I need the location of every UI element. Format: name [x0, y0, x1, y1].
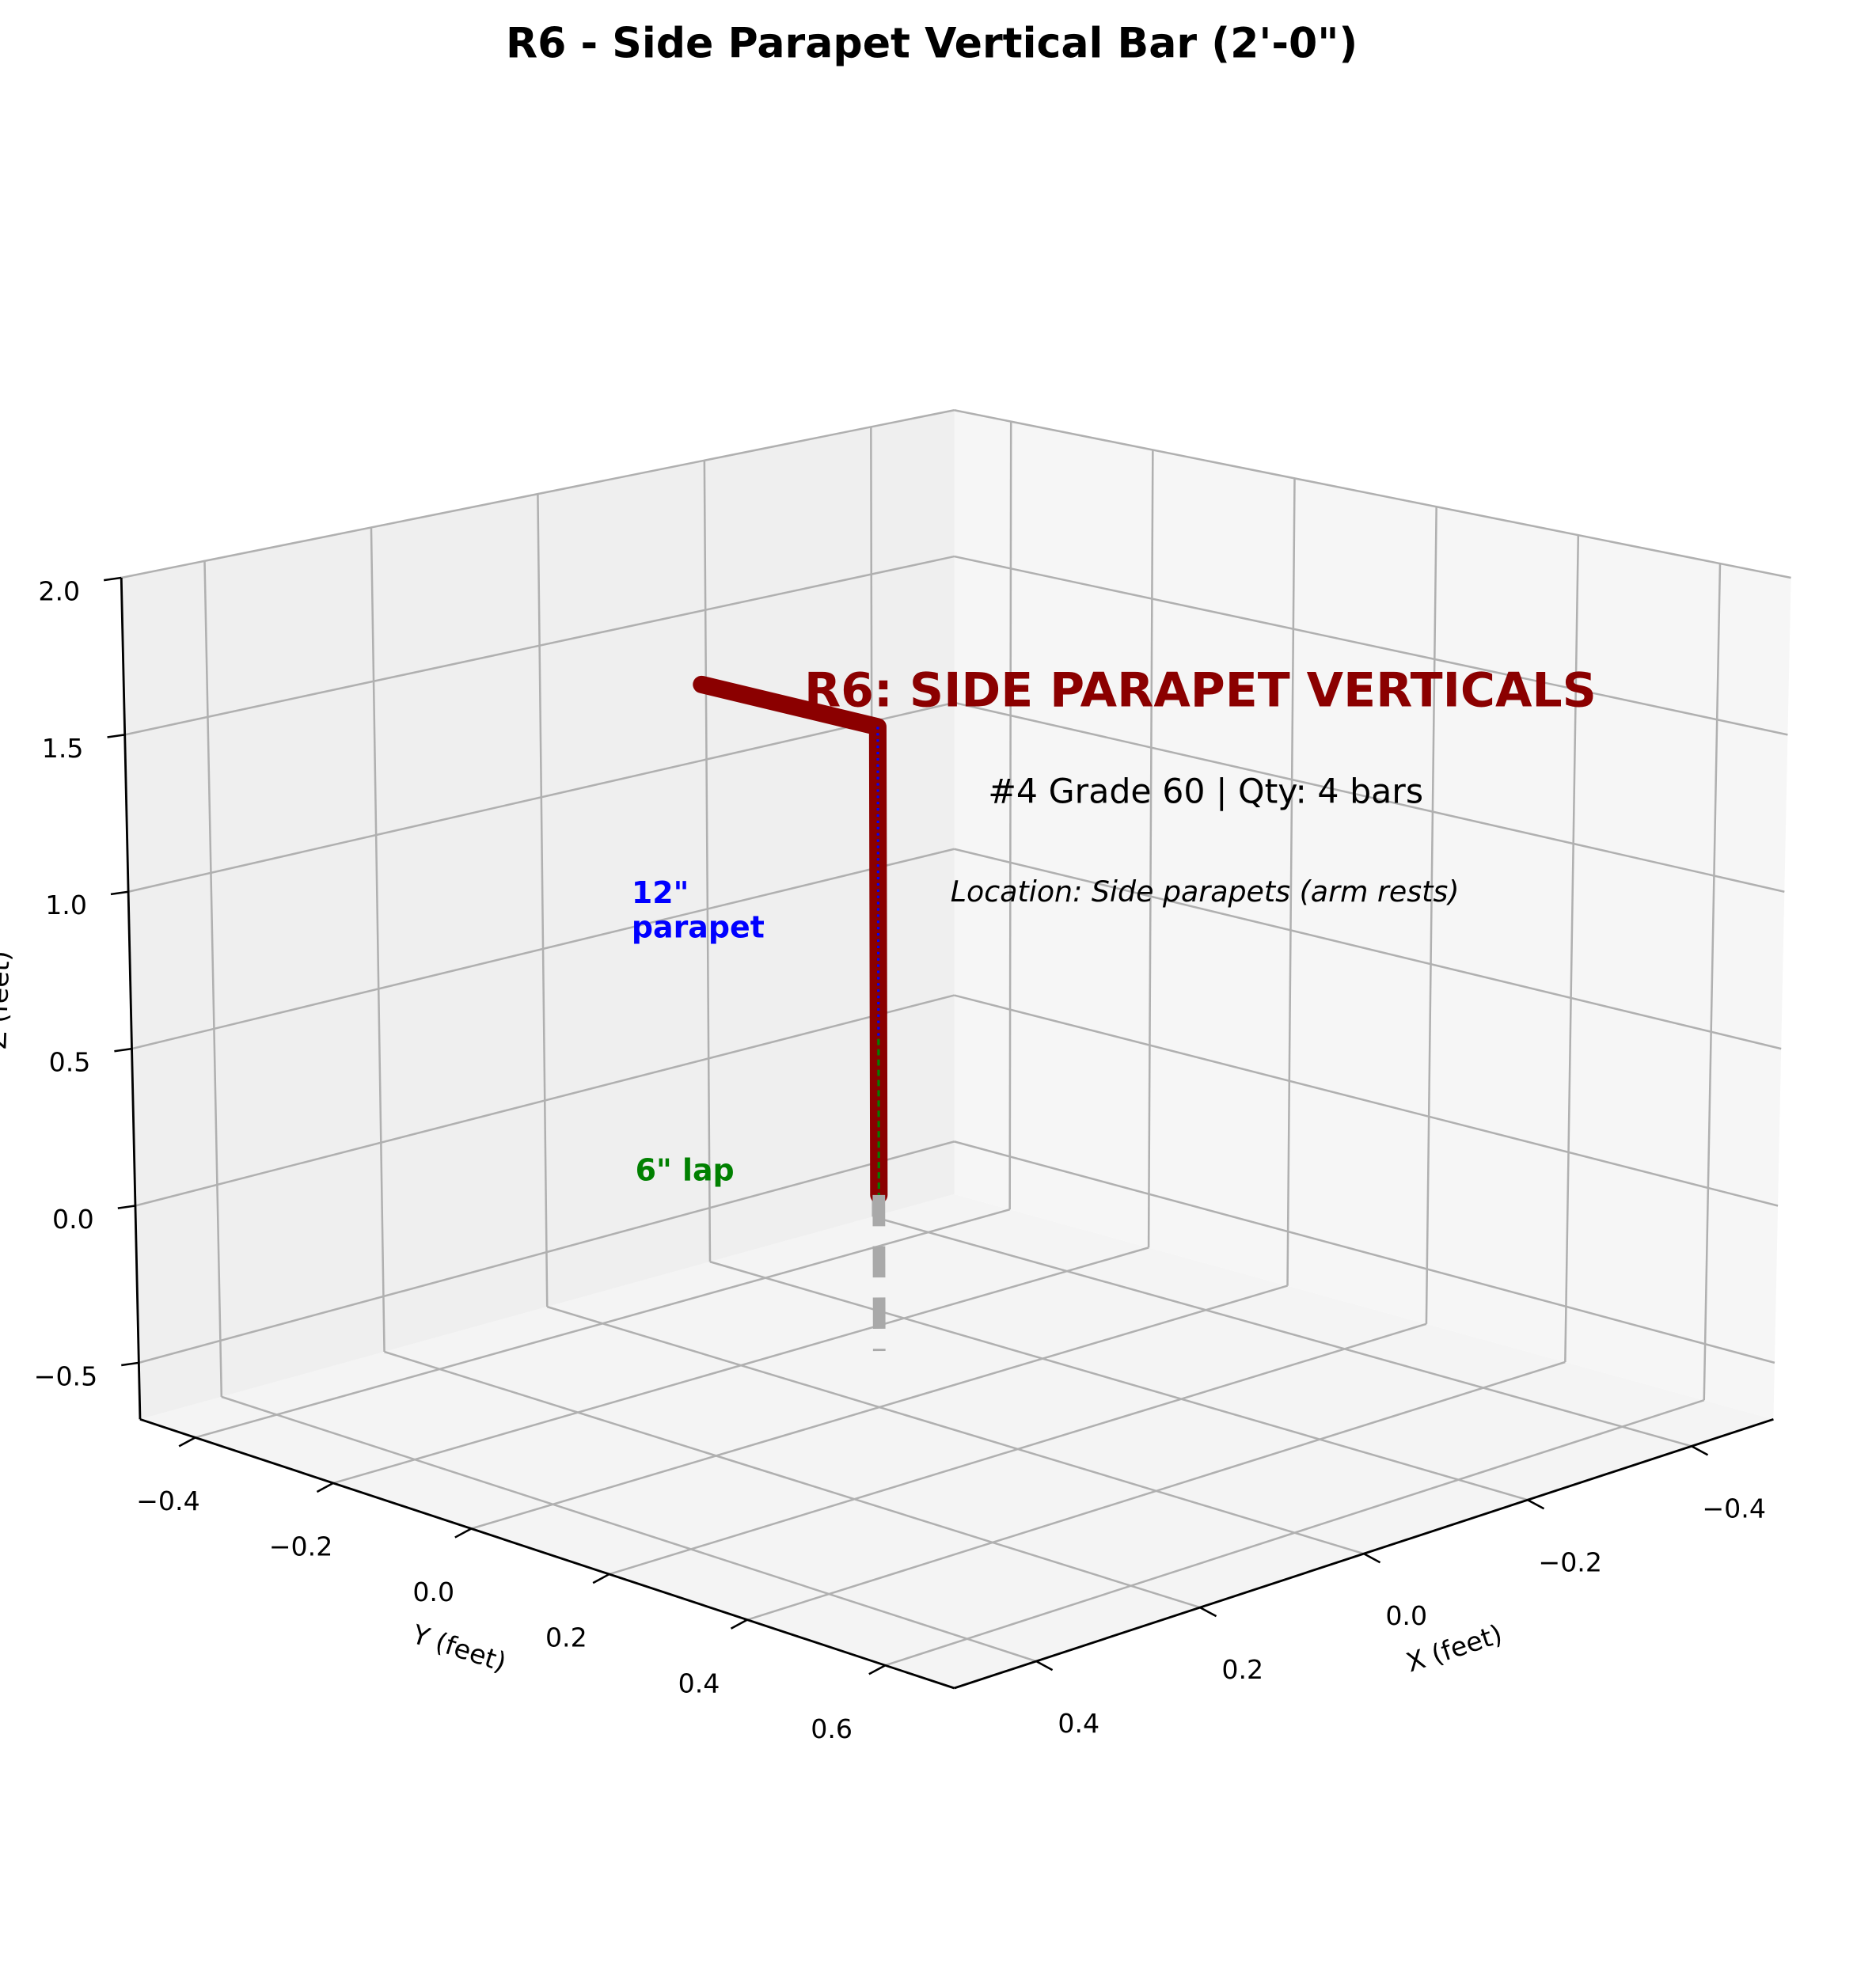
annotation: 12" parapet	[632, 875, 765, 945]
y-tick-label: 0.6	[811, 1713, 853, 1744]
x-tick	[1199, 1606, 1217, 1618]
z-tick	[114, 1047, 132, 1053]
grid-line	[127, 701, 955, 893]
grid-line	[954, 409, 1791, 579]
grid-line	[746, 1360, 1566, 1621]
y-axis-label: Y (feet)	[408, 1618, 510, 1678]
grid-line	[1425, 507, 1437, 1324]
annotation: #4 Grade 60 | Qty: 4 bars	[988, 772, 1423, 811]
grid-line	[884, 1399, 1705, 1667]
z-tick	[107, 734, 125, 738]
x-tick	[1691, 1445, 1709, 1456]
grid-line	[709, 1261, 1529, 1501]
data-line	[693, 675, 888, 1204]
grid-line	[370, 527, 385, 1353]
y-tick-label: −0.2	[269, 1531, 333, 1562]
grid-line	[124, 555, 955, 736]
grid-line	[131, 848, 955, 1050]
grid-line	[139, 1140, 955, 1364]
x-tick-label: −0.2	[1538, 1546, 1602, 1577]
grid-line	[609, 1322, 1427, 1576]
x-tick	[1035, 1660, 1054, 1672]
grid-line	[954, 1140, 1775, 1364]
grid-line	[332, 1247, 1149, 1485]
grid-line	[1286, 478, 1296, 1286]
y-tick	[868, 1664, 886, 1675]
y-tick	[454, 1527, 472, 1539]
z-tick-label: 1.5	[42, 733, 84, 764]
grid-line	[203, 560, 223, 1397]
grid-line	[954, 994, 1779, 1207]
z-axis	[120, 577, 142, 1420]
y-tick	[592, 1573, 610, 1584]
z-tick	[110, 890, 129, 896]
y-tick-label: 0.4	[678, 1668, 720, 1698]
grid-line	[954, 701, 1785, 893]
grid-line	[1564, 535, 1580, 1363]
grid-line	[537, 494, 549, 1307]
y-tick-label: 0.2	[545, 1622, 587, 1653]
grid-line	[135, 994, 955, 1207]
grid-line	[1147, 450, 1154, 1248]
grid-line	[872, 1216, 1692, 1448]
grid-line	[221, 1395, 1037, 1663]
z-axis-label: Z (feet)	[0, 951, 16, 1050]
grid-line	[954, 848, 1782, 1050]
data-line	[876, 727, 880, 1039]
grid-line	[471, 1284, 1288, 1530]
x-tick	[1363, 1553, 1381, 1564]
annotation: R6: SIDE PARAPET VERTICALS	[804, 663, 1597, 719]
grid-line	[1008, 421, 1012, 1210]
y-tick	[730, 1618, 748, 1630]
y-axis	[139, 1417, 955, 1690]
z-tick-label: 2.0	[38, 575, 80, 606]
annotation: 6" lap	[636, 1153, 735, 1188]
z-tick	[103, 576, 122, 582]
chart-title: R6 - Side Parapet Vertical Bar (2'-0")	[506, 21, 1358, 68]
x-tick-label: 0.2	[1221, 1654, 1263, 1685]
pane	[121, 410, 955, 1420]
x-tick-label: −0.4	[1702, 1493, 1766, 1524]
pane	[139, 1193, 1774, 1689]
y-tick-label: 0.0	[412, 1577, 454, 1607]
z-tick-label: 1.0	[45, 890, 87, 920]
x-tick	[1527, 1499, 1545, 1510]
y-tick	[316, 1482, 334, 1493]
annotation: Location: Side parapets (arm rests)	[951, 875, 1460, 909]
grid-line	[954, 555, 1788, 736]
grid-line	[1703, 564, 1722, 1401]
y-tick-label: −0.4	[136, 1486, 200, 1516]
grid-line	[703, 460, 712, 1262]
grid-line	[121, 409, 955, 579]
z-tick	[121, 1361, 139, 1367]
z-tick	[117, 1205, 136, 1209]
grid-line	[546, 1305, 1365, 1555]
z-tick-label: −0.5	[34, 1360, 98, 1391]
z-tick-label: 0.5	[49, 1047, 91, 1078]
z-tick-label: 0.0	[52, 1204, 94, 1235]
y-tick	[178, 1436, 196, 1448]
grid-line	[384, 1350, 1201, 1609]
pane	[954, 410, 1791, 1420]
x-tick-label: 0.4	[1058, 1708, 1099, 1739]
x-tick-label: 0.0	[1385, 1600, 1427, 1631]
